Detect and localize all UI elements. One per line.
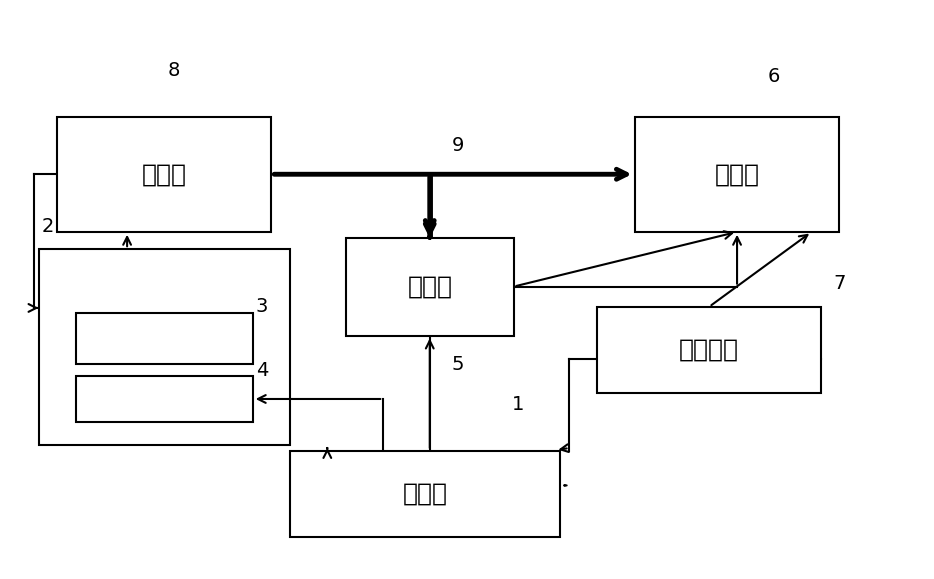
Text: 9: 9 bbox=[451, 136, 464, 155]
Bar bbox=[76, 313, 253, 364]
Text: 1: 1 bbox=[512, 395, 524, 414]
Bar bbox=[290, 451, 560, 537]
Text: 7: 7 bbox=[833, 274, 845, 293]
Bar bbox=[634, 116, 840, 232]
Text: 2: 2 bbox=[42, 217, 54, 236]
Text: 上位机: 上位机 bbox=[403, 482, 447, 506]
Bar bbox=[76, 376, 253, 422]
Text: 8: 8 bbox=[167, 61, 180, 80]
Bar bbox=[346, 237, 514, 336]
Bar bbox=[598, 307, 821, 393]
Text: 波长计: 波长计 bbox=[407, 274, 452, 299]
Text: 质谱计: 质谱计 bbox=[715, 162, 759, 186]
Text: 4: 4 bbox=[256, 361, 268, 380]
Text: 激光器: 激光器 bbox=[142, 162, 187, 186]
Bar bbox=[57, 116, 272, 232]
Text: 3: 3 bbox=[256, 297, 268, 316]
Bar bbox=[38, 249, 290, 445]
Text: 5: 5 bbox=[451, 355, 464, 374]
Text: 微质量仪: 微质量仪 bbox=[679, 338, 739, 362]
Text: 6: 6 bbox=[768, 67, 781, 86]
